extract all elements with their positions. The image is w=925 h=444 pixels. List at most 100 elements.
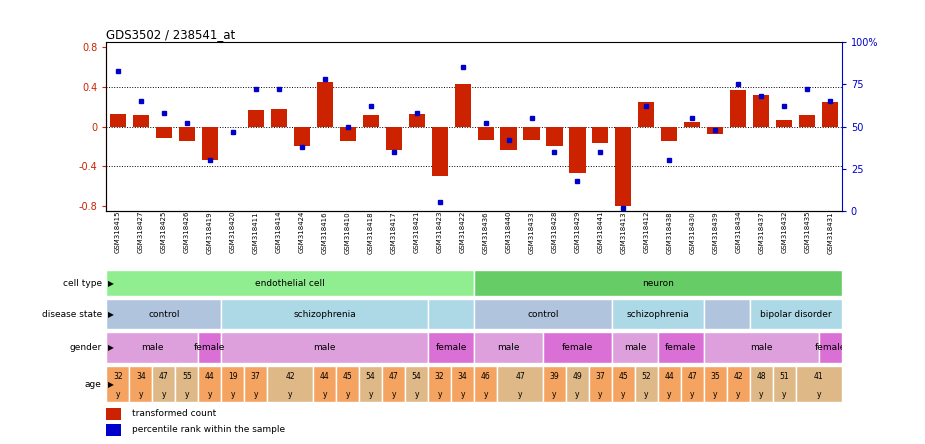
Bar	[822, 102, 838, 127]
Text: GSM318410: GSM318410	[345, 211, 351, 254]
Text: ▶: ▶	[108, 380, 114, 388]
Text: GSM318421: GSM318421	[413, 211, 420, 254]
Text: 19: 19	[228, 373, 238, 381]
Text: GSM318436: GSM318436	[483, 211, 488, 254]
Text: 54: 54	[365, 373, 376, 381]
Text: GSM318418: GSM318418	[367, 211, 374, 254]
Text: GSM318430: GSM318430	[689, 211, 696, 254]
Bar	[106, 424, 121, 436]
Text: age: age	[85, 380, 102, 388]
Text: male: male	[314, 343, 336, 352]
FancyBboxPatch shape	[635, 366, 658, 402]
Text: GSM318419: GSM318419	[207, 211, 213, 254]
Text: bipolar disorder: bipolar disorder	[760, 309, 832, 319]
Text: male: male	[498, 343, 520, 352]
Text: schizophrenia: schizophrenia	[293, 309, 356, 319]
Text: 44: 44	[205, 373, 215, 381]
FancyBboxPatch shape	[658, 366, 681, 402]
Text: y: y	[391, 389, 396, 399]
Bar	[133, 115, 149, 127]
Text: endothelial cell: endothelial cell	[255, 278, 325, 288]
FancyBboxPatch shape	[336, 366, 359, 402]
FancyBboxPatch shape	[451, 366, 474, 402]
Text: GSM318411: GSM318411	[253, 211, 259, 254]
Text: y: y	[817, 389, 821, 399]
Text: y: y	[162, 389, 166, 399]
Bar	[684, 122, 700, 127]
FancyBboxPatch shape	[382, 366, 405, 402]
FancyBboxPatch shape	[130, 366, 153, 402]
Bar	[271, 109, 287, 127]
Text: cell type: cell type	[63, 278, 102, 288]
Text: 45: 45	[619, 373, 628, 381]
FancyBboxPatch shape	[198, 366, 221, 402]
Text: GSM318422: GSM318422	[460, 211, 465, 253]
Bar	[179, 127, 195, 142]
Text: 54: 54	[412, 373, 422, 381]
FancyBboxPatch shape	[750, 366, 772, 402]
FancyBboxPatch shape	[474, 299, 612, 329]
Bar	[363, 115, 378, 127]
Text: 34: 34	[136, 373, 146, 381]
Text: y: y	[116, 389, 120, 399]
Text: y: y	[759, 389, 763, 399]
Text: transformed count: transformed count	[132, 409, 216, 419]
Text: y: y	[323, 389, 327, 399]
Text: 41: 41	[814, 373, 823, 381]
Text: gender: gender	[69, 343, 102, 352]
Text: GSM318438: GSM318438	[666, 211, 672, 254]
Text: 52: 52	[642, 373, 651, 381]
Bar	[202, 127, 217, 160]
Text: ▶: ▶	[108, 343, 114, 352]
Text: 46: 46	[481, 373, 490, 381]
Text: y: y	[207, 389, 212, 399]
Text: 37: 37	[596, 373, 605, 381]
Text: 34: 34	[458, 373, 467, 381]
Text: 44: 44	[664, 373, 674, 381]
Text: 39: 39	[549, 373, 560, 381]
FancyBboxPatch shape	[566, 366, 589, 402]
FancyBboxPatch shape	[428, 299, 474, 329]
FancyBboxPatch shape	[474, 270, 842, 296]
Bar	[661, 127, 677, 142]
Text: female: female	[436, 343, 467, 352]
Text: GSM318439: GSM318439	[712, 211, 719, 254]
Text: GSM318441: GSM318441	[598, 211, 603, 254]
Bar	[106, 408, 121, 420]
Text: y: y	[782, 389, 786, 399]
Text: GSM318420: GSM318420	[229, 211, 236, 254]
FancyBboxPatch shape	[704, 366, 727, 402]
Bar	[708, 127, 723, 135]
Text: disease state: disease state	[42, 309, 102, 319]
Text: y: y	[414, 389, 419, 399]
FancyBboxPatch shape	[198, 332, 221, 363]
Text: y: y	[185, 389, 189, 399]
Bar	[248, 110, 264, 127]
FancyBboxPatch shape	[314, 366, 336, 402]
Text: GSM318413: GSM318413	[621, 211, 626, 254]
FancyBboxPatch shape	[267, 366, 314, 402]
Text: 32: 32	[435, 373, 444, 381]
FancyBboxPatch shape	[612, 366, 635, 402]
Text: female: female	[815, 343, 846, 352]
Text: y: y	[368, 389, 373, 399]
Text: GSM318414: GSM318414	[276, 211, 282, 254]
Text: male: male	[142, 343, 164, 352]
FancyBboxPatch shape	[612, 299, 704, 329]
FancyBboxPatch shape	[796, 366, 842, 402]
Bar	[776, 119, 793, 127]
Text: male: male	[750, 343, 772, 352]
Bar	[409, 114, 425, 127]
Text: GSM318431: GSM318431	[827, 211, 833, 254]
Text: GSM318427: GSM318427	[138, 211, 144, 254]
Text: GSM318432: GSM318432	[782, 211, 787, 254]
Text: y: y	[288, 389, 292, 399]
Text: female: female	[194, 343, 226, 352]
Bar	[592, 127, 609, 143]
FancyBboxPatch shape	[772, 366, 796, 402]
Text: y: y	[575, 389, 580, 399]
Text: 49: 49	[573, 373, 583, 381]
Bar	[339, 127, 356, 142]
FancyBboxPatch shape	[474, 366, 497, 402]
Text: 35: 35	[710, 373, 721, 381]
